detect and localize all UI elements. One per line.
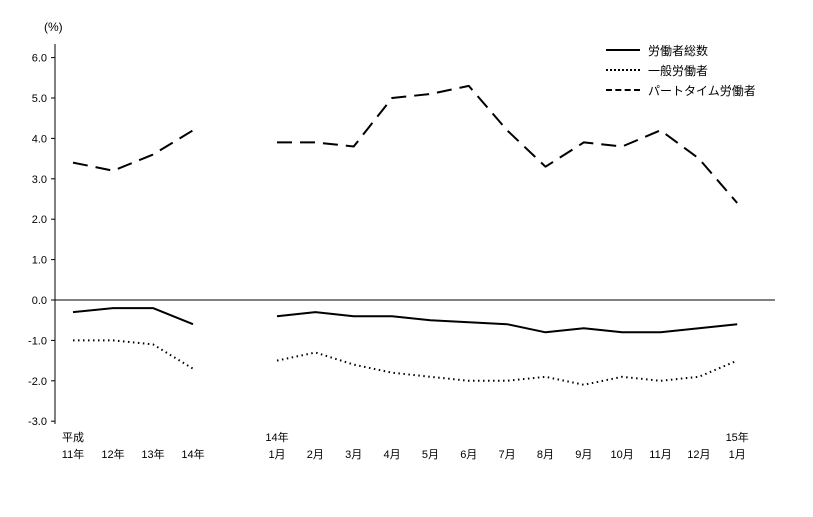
- dotted-line-sample-icon: [606, 69, 640, 71]
- x-axis-sublabel: 平成: [62, 431, 84, 444]
- x-axis-label: 9月: [575, 449, 592, 461]
- x-axis-label: 14年: [181, 447, 204, 461]
- x-axis-label: 12月: [687, 449, 710, 461]
- x-axis-label: 7月: [499, 449, 516, 461]
- legend-item-total-workers: 労働者総数: [606, 40, 756, 60]
- x-axis-label: 2月: [307, 449, 324, 461]
- chart-legend: 労働者総数 一般労働者 パートタイム労働者: [606, 40, 756, 100]
- y-tick-label: 3.0: [32, 174, 47, 186]
- legend-label-total-workers: 労働者総数: [648, 43, 709, 58]
- y-tick-label: -1.0: [28, 335, 47, 347]
- legend-item-general-workers: 一般労働者: [606, 60, 756, 80]
- x-axis-label: 11年: [62, 447, 84, 461]
- y-tick-label: 0.0: [32, 295, 47, 307]
- series-line-solid: [72, 307, 194, 326]
- x-axis-label: 10月: [611, 449, 634, 461]
- series-line-dotted: [276, 351, 738, 386]
- series-line-solid: [276, 311, 738, 334]
- legend-label-general-workers: 一般労働者: [648, 63, 709, 78]
- legend-item-parttime-workers: パートタイム労働者: [606, 80, 756, 100]
- series-line-dotted: [73, 339, 194, 370]
- y-axis-unit-label: (%): [44, 20, 63, 34]
- y-tick-label: 2.0: [32, 214, 47, 226]
- x-axis-label: 5月: [422, 449, 439, 461]
- x-axis-label: 12年: [101, 447, 124, 461]
- x-axis-label: 11月: [649, 449, 671, 461]
- series-line-dashed: [277, 84, 738, 204]
- y-tick-label: 4.0: [32, 133, 47, 145]
- x-axis-sublabel: 14年: [265, 430, 288, 444]
- legend-label-parttime-workers: パートタイム労働者: [648, 83, 756, 98]
- x-axis-sublabel: 15年: [726, 430, 749, 444]
- y-tick-label: 1.0: [32, 255, 47, 267]
- x-axis-label: 1月: [268, 449, 285, 461]
- y-tick-label: 6.0: [32, 53, 47, 65]
- y-tick-label: -2.0: [28, 376, 47, 388]
- x-axis-label: 4月: [383, 449, 400, 461]
- x-axis-label: 13年: [141, 447, 164, 461]
- x-axis-label: 1月: [729, 449, 746, 461]
- series-line-dashed: [72, 129, 194, 172]
- dashed-line-sample-icon: [606, 89, 640, 91]
- x-axis-label: 6月: [460, 449, 477, 461]
- x-axis-label: 8月: [537, 449, 554, 461]
- x-axis-label: 3月: [345, 449, 362, 461]
- y-tick-label: 5.0: [32, 93, 47, 105]
- y-tick-label: -3.0: [28, 416, 47, 428]
- solid-line-sample-icon: [606, 49, 640, 51]
